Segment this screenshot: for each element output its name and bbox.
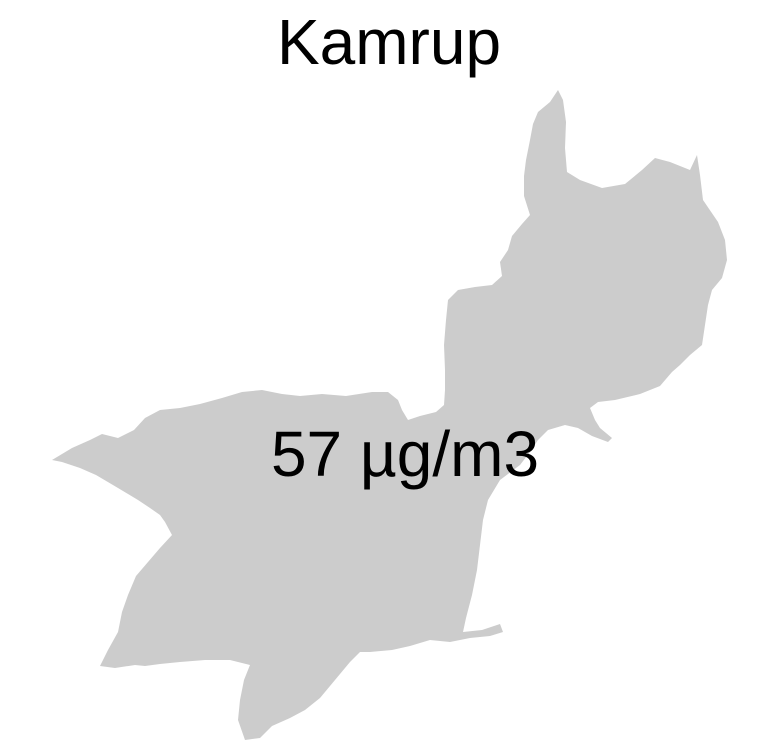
district-shape-kamrup <box>52 90 727 740</box>
pollution-value-label: 57 µg/m3 <box>270 418 540 490</box>
map-title: Kamrup <box>276 6 502 78</box>
